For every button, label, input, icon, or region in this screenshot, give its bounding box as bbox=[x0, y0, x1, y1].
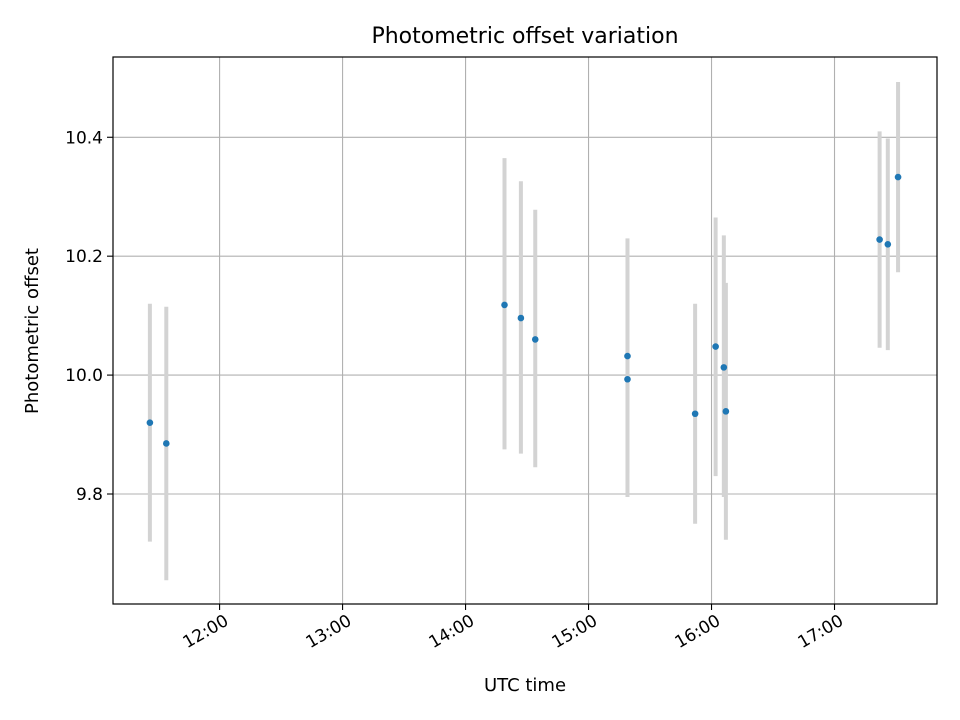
data-point bbox=[501, 301, 508, 309]
data-point bbox=[720, 364, 728, 371]
y-axis-ticks: 9.8 10.0 10.2 10.4 bbox=[65, 128, 113, 505]
chart-title: Photometric offset variation bbox=[371, 24, 678, 49]
data-point bbox=[624, 352, 631, 360]
data-point bbox=[894, 173, 902, 181]
data-point bbox=[884, 240, 892, 248]
data-point bbox=[712, 343, 719, 350]
x-axis-label: UTC time bbox=[484, 675, 566, 696]
data-points bbox=[146, 173, 902, 447]
y-tick-label: 9.8 bbox=[76, 485, 103, 505]
grid-lines bbox=[113, 57, 937, 604]
y-tick-label: 10.0 bbox=[65, 366, 103, 386]
data-point bbox=[146, 419, 154, 426]
data-point bbox=[691, 410, 699, 418]
data-point bbox=[876, 236, 883, 243]
data-point bbox=[531, 336, 539, 343]
y-axis-label: Photometric offset bbox=[22, 248, 43, 414]
plot-area-frame bbox=[112, 56, 938, 605]
data-point bbox=[722, 408, 730, 415]
data-point bbox=[624, 375, 631, 383]
data-point bbox=[517, 314, 525, 322]
data-point bbox=[162, 440, 170, 447]
y-tick-label: 10.2 bbox=[65, 247, 103, 267]
y-tick-label: 10.4 bbox=[65, 128, 103, 148]
